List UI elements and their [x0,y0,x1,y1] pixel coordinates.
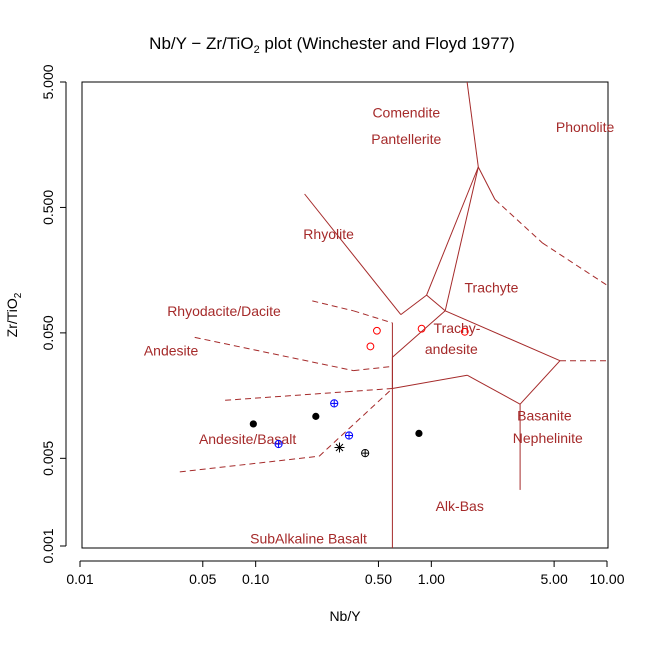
plot-frame [81,81,609,549]
field-boundary-0-segment-2 [426,166,479,296]
field-boundary-1-segment-1 [444,166,479,311]
field-boundary-10-segment-0 [179,455,320,473]
field-boundary-0-segment-1 [400,294,427,315]
filled-circle-marker [312,412,320,420]
field-boundary-4-segment-4 [466,374,521,405]
chart-title-tail: plot (Winchester and Floyd 1977) [260,34,515,53]
x-axis-label: Nb/Y [329,608,361,624]
y-axis-label-main: Zr/TiO [4,298,20,337]
chart-title-main: Nb/Y − Zr/TiO [149,34,253,53]
field-label-trachy: Trachy- [434,320,481,336]
open-circle-marker [373,326,381,335]
chart-title-subscript: 2 [254,44,260,56]
field-label-trachyte: Trachyte [465,280,519,296]
field-boundary-6-segment-0 [194,336,354,372]
y-axis: 0.001 0.005 0.050 0.500 5.000 [40,64,67,564]
y-tick-label: 0.005 [40,441,56,476]
data-point-open-circle-1-3 [460,327,469,336]
field-label-basanite: Basanite [517,408,572,424]
x-axis: 0.01 0.05 0.10 0.50 1.00 5.00 10.00 [66,560,625,587]
data-point-open-circle-1-0 [366,342,375,351]
field-boundary-2-segment-1 [494,199,543,244]
data-point-filled-circle-0-0 [249,420,257,428]
x-tick-label: 5.00 [540,571,567,587]
data-point-open-circle-1-1 [373,326,381,335]
field-boundary-0-segment-3 [466,82,479,168]
y-tick-label: 5.000 [40,64,56,99]
field-boundary-9-segment-1 [346,388,393,393]
x-tick-label: 1.00 [418,571,445,587]
x-tick-label: 0.50 [365,571,392,587]
field-boundary-7-segment-0 [312,300,354,312]
asterisk-marker-stroke-3 [335,443,344,452]
open-circle-marker [417,324,426,333]
field-boundary-2-segment-2 [542,242,608,286]
y-axis-label: Zr/TiO2 [4,292,24,337]
field-boundary-6-segment-1 [353,365,393,372]
open-circle-marker [460,327,469,336]
field-boundary-4-segment-5 [392,374,468,389]
field-boundaries [179,82,608,548]
data-point-asterisk-4-0 [334,442,345,453]
field-label-pantellerite: Pantellerite [371,131,441,147]
y-axis-label-subscript: 2 [13,292,24,298]
field-boundary-4-segment-2 [445,310,561,362]
field-label-andesite-basalt: Andesite/Basalt [199,431,296,447]
data-point-open-circle-1-2 [417,324,426,333]
field-label-nephelinite: Nephelinite [513,430,583,446]
filled-circle-marker [415,429,423,438]
field-label-phonolite: Phonolite [556,119,615,135]
field-boundary-2-segment-0 [477,166,496,200]
open-circle-marker [366,342,375,351]
field-label-andesite: Andesite [144,343,199,359]
field-label-rhyodacite-dacite: Rhyodacite/Dacite [167,303,281,319]
y-tick-label: 0.500 [40,190,56,225]
filled-circle-marker [249,420,257,428]
data-point-circle-plus-3-0 [361,449,370,458]
data-point-circle-plus-2-1 [330,399,339,408]
field-labels: Comendite Pantellerite Phonolite Rhyolite Tr… [144,105,615,547]
chart-title: Nb/Y − Zr/TiO2 plot (Winchester and Floy… [149,34,515,56]
x-tick-label: 10.00 [589,571,624,587]
field-label-comendite: Comendite [372,105,440,121]
data-points [249,324,469,458]
x-tick-label: 0.01 [66,571,93,587]
x-tick-label: 0.10 [242,571,269,587]
field-boundary-1-segment-0 [426,294,446,312]
field-label-subalkaline-basalt: SubAlkaline Basalt [250,530,367,546]
field-boundary-4-segment-1 [392,310,446,358]
field-boundary-4-segment-3 [519,360,561,405]
y-tick-label: 0.050 [40,315,56,350]
x-tick-label: 0.05 [189,571,216,587]
y-tick-label: 0.001 [40,528,56,563]
data-point-circle-plus-2-0 [274,439,283,449]
field-boundary-10-segment-1 [318,388,393,457]
field-boundary-7-segment-1 [353,310,393,324]
field-boundary-9-segment-0 [225,391,347,401]
data-point-filled-circle-0-2 [415,429,423,438]
data-point-circle-plus-2-2 [344,431,354,440]
field-label-alk-bas: Alk-Bas [436,498,484,514]
data-point-filled-circle-0-1 [312,412,320,420]
field-boundary-0-segment-0 [304,193,402,315]
field-label-andesite: andesite [425,341,478,357]
field-label-rhyolite: Rhyolite [303,226,354,242]
